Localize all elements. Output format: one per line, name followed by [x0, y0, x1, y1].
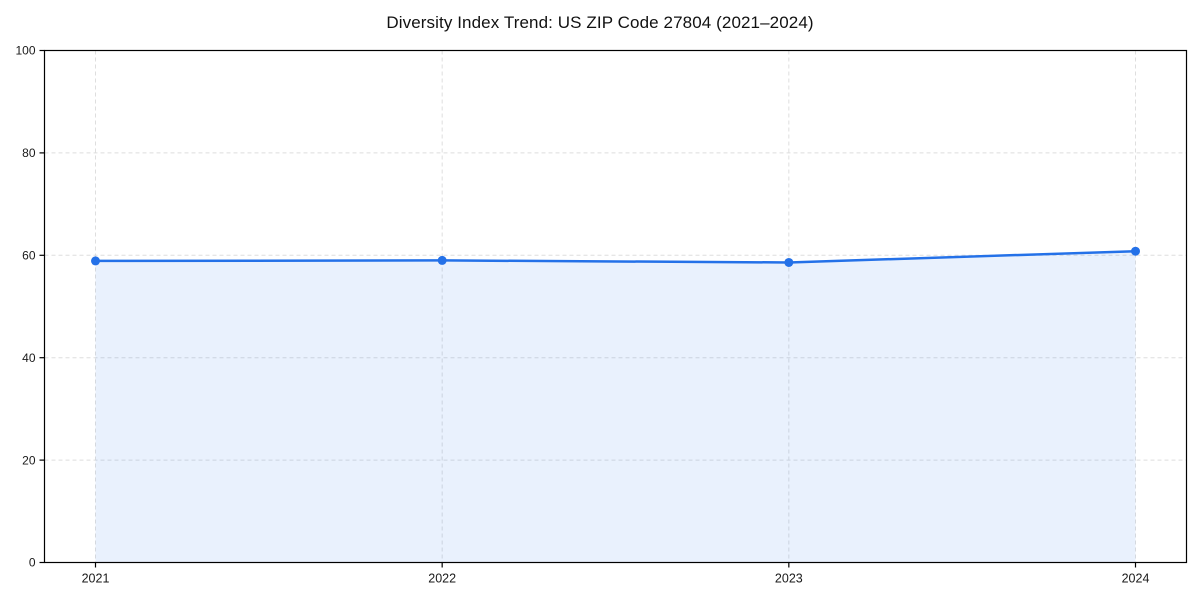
data-point-marker: [784, 257, 794, 267]
data-point-marker: [91, 256, 100, 266]
trend-line: [94, 249, 1137, 264]
chart-title: Diversity Index Trend: US ZIP Code 27804…: [386, 13, 814, 32]
axes-frame: [43, 49, 1188, 564]
x-tick-label: 2024: [1122, 572, 1150, 586]
y-tick-label: 60: [22, 249, 36, 263]
data-point-marker: [437, 255, 447, 265]
x-tick-label: 2023: [775, 572, 803, 586]
y-tick-label: 20: [22, 453, 36, 467]
y-tick-label: 40: [22, 351, 36, 365]
y-tick-label: 0: [29, 556, 36, 570]
x-tick-label: 2022: [428, 572, 456, 586]
y-tick-label: 100: [15, 44, 35, 58]
data-point-marker: [1131, 246, 1140, 256]
area-fill: [95, 251, 1136, 563]
x-tick-label: 2021: [82, 572, 110, 586]
y-tick-label: 80: [22, 146, 36, 160]
